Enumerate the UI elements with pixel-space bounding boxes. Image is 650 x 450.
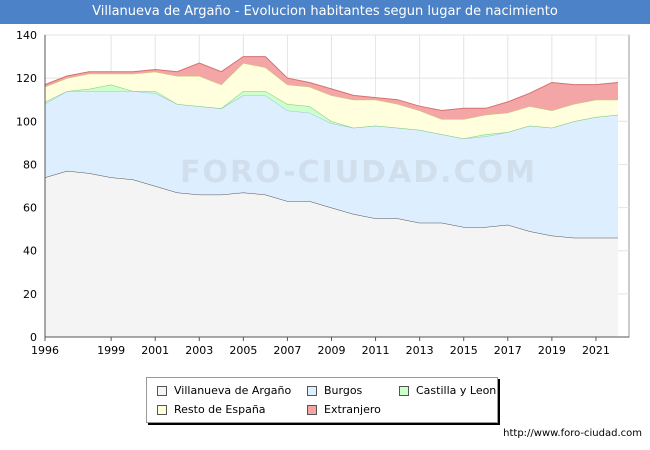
legend-item-villanueva: Villanueva de Argaño xyxy=(157,384,291,397)
y-tick-label: 120 xyxy=(16,72,37,85)
area-extranjero xyxy=(45,56,618,120)
x-tick-label: 2013 xyxy=(406,344,434,357)
chart-title: Villanueva de Argaño - Evolucion habitan… xyxy=(0,0,650,24)
legend-label: Villanueva de Argaño xyxy=(174,384,292,397)
x-tick-label: 1999 xyxy=(97,344,125,357)
x-tick-label: 2007 xyxy=(273,344,301,357)
y-tick-label: 0 xyxy=(30,331,37,344)
area-villanueva-de-argano xyxy=(45,170,618,337)
legend-swatch xyxy=(307,385,317,396)
x-tick-label: 2017 xyxy=(494,344,522,357)
legend-label: Burgos xyxy=(324,384,363,397)
legend-item-castilla-y-leon: Castilla y Leon xyxy=(399,384,496,397)
x-tick-label: 2021 xyxy=(582,344,610,357)
x-tick-label: 2003 xyxy=(185,344,213,357)
legend-label: Castilla y Leon xyxy=(416,384,497,397)
legend: Villanueva de Argaño Burgos Castilla y L… xyxy=(146,377,498,423)
area-series xyxy=(44,56,619,337)
area-burgos xyxy=(45,91,618,238)
y-tick-label: 60 xyxy=(23,202,37,215)
y-tick-label: 20 xyxy=(23,288,37,301)
y-tick-label: 80 xyxy=(23,158,37,171)
x-tick-label: 2009 xyxy=(317,344,345,357)
line-extranjero xyxy=(44,56,619,112)
area-castilla-y-leon xyxy=(45,84,618,139)
legend-swatch xyxy=(157,385,167,396)
x-tick-label: 2005 xyxy=(229,344,257,357)
legend-swatch xyxy=(399,385,409,396)
source-url[interactable]: http://www.foro-ciudad.com xyxy=(503,428,642,439)
area-resto-de-espana xyxy=(45,63,618,139)
legend-swatch xyxy=(307,404,317,415)
legend-item-burgos: Burgos xyxy=(307,384,362,397)
y-tick-label: 100 xyxy=(16,115,37,128)
legend-swatch xyxy=(157,404,167,415)
legend-label: Extranjero xyxy=(324,403,381,416)
legend-label: Resto de España xyxy=(174,403,266,416)
x-tick-label: 2011 xyxy=(362,344,390,357)
legend-item-resto-de-espana: Resto de España xyxy=(157,403,266,416)
x-tick-label: 2019 xyxy=(538,344,566,357)
x-tick-label: 1996 xyxy=(31,344,59,357)
y-tick-label: 140 xyxy=(16,29,37,42)
x-tick-label: 2015 xyxy=(450,344,478,357)
axes: 0 20 40 60 80 100 120 140 1996 1999 2001 2003 2005 20… xyxy=(16,29,629,357)
watermark: FORO-CIUDAD.COM xyxy=(180,155,537,190)
x-tick-label: 2001 xyxy=(141,344,169,357)
legend-item-extranjero: Extranjero xyxy=(307,403,381,416)
y-tick-label: 40 xyxy=(23,245,37,258)
